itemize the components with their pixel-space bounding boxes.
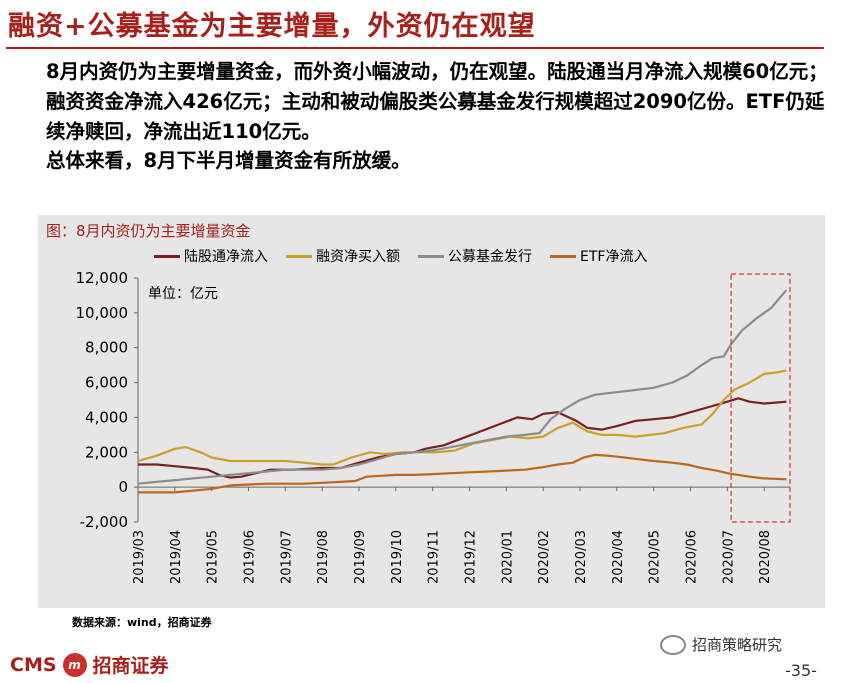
x-tick-label: 2019/06: [243, 530, 258, 584]
x-tick-label: 2019/08: [316, 530, 331, 584]
y-tick-label: 2,000: [85, 443, 128, 461]
x-axis: 2019/03 2019/04 2019/05 2019/06 2019/07 2019/…: [132, 486, 790, 584]
x-tick-label: 2020/03: [574, 530, 589, 584]
data-source: 数据来源：wind，招商证券: [72, 616, 212, 629]
y-tick-label: 6,000: [85, 374, 128, 392]
x-tick-label: 2019/03: [132, 530, 147, 584]
y-tick-label: 0: [118, 478, 128, 496]
line-chart: -2,00002,0004,0006,0008,00010,00012,000 …: [76, 269, 791, 584]
x-tick-label: 2020/02: [537, 530, 552, 584]
series-layer: [137, 289, 788, 494]
wechat-account-name: 招商策略研究: [692, 636, 783, 654]
legend-label-margin: 融资净买入额: [316, 249, 400, 265]
wechat-badge: 招商策略研究: [660, 634, 782, 655]
y-tick-label: 4,000: [85, 408, 128, 426]
wechat-icon: [660, 634, 686, 655]
logo-mark-icon: m: [62, 652, 87, 677]
x-tick-label: 2020/01: [500, 530, 515, 584]
x-tick-label: 2019/04: [169, 530, 184, 584]
legend-item-fund: 公募基金发行: [418, 246, 532, 266]
summary-paragraph-2: 总体来看，8月下半月增量资金有所放缓。: [46, 149, 411, 172]
x-tick-label: 2020/05: [648, 530, 663, 584]
x-tick-label: 2019/10: [390, 530, 405, 584]
page-number: -35-: [785, 661, 817, 680]
y-tick-label: 12,000: [76, 269, 129, 287]
x-tick-label: 2020/08: [758, 530, 773, 584]
legend-swatch-margin: [286, 254, 312, 258]
chart-legend: 陆股通净流入 融资净买入额 公募基金发行 ETF净流入: [154, 246, 647, 266]
highlight-box: [730, 273, 791, 523]
series-line-2: [137, 289, 788, 485]
legend-label-northbound: 陆股通净流入: [184, 249, 268, 265]
legend-swatch-fund: [418, 254, 444, 258]
page-title: 融资+公募基金为主要增量，外资仍在观望: [8, 11, 536, 42]
unit-label: 单位：亿元: [148, 286, 218, 302]
figure-title: 图：8月内资仍为主要增量资金: [46, 222, 251, 240]
y-axis: -2,000 0 2,000 4,000 6,000 8,000 10,000 12,000: [76, 269, 139, 531]
y-tick-label: -2,000: [80, 513, 128, 531]
x-tick-label: 2019/05: [206, 530, 221, 584]
y-tick-label: 8,000: [85, 339, 128, 357]
legend-item-northbound: 陆股通净流入: [154, 246, 268, 266]
legend-label-etf: ETF净流入: [580, 249, 648, 265]
company-name: 招商证券: [92, 655, 169, 677]
x-tick-label: 2020/04: [611, 530, 626, 584]
y-tick-label: 10,000: [76, 304, 129, 322]
legend-swatch-etf: [550, 254, 576, 258]
x-tick-label: 2020/07: [721, 530, 736, 584]
company-logo: CMS m 招商证券: [10, 651, 169, 678]
legend-item-margin: 融资净买入额: [286, 246, 400, 266]
x-tick-label: 2019/07: [279, 530, 294, 584]
logo-text: CMS: [10, 653, 57, 676]
x-tick-label: 2019/11: [427, 530, 442, 584]
series-line-0: [138, 397, 787, 479]
x-tick-label: 2020/06: [685, 530, 700, 584]
summary-paragraph-1: 8月内资仍为主要增量资金，而外资小幅波动，仍在观望。陆股通当月净流入规模60亿元…: [46, 60, 828, 143]
series-line-3: [138, 453, 787, 494]
series-line-1: [137, 369, 787, 466]
legend-label-fund: 公募基金发行: [448, 249, 532, 265]
x-tick-label: 2019/09: [353, 530, 368, 584]
legend-swatch-northbound: [154, 254, 180, 258]
x-tick-label: 2019/12: [464, 530, 479, 584]
title-divider: [6, 47, 824, 49]
legend-item-etf: ETF净流入: [550, 246, 647, 266]
